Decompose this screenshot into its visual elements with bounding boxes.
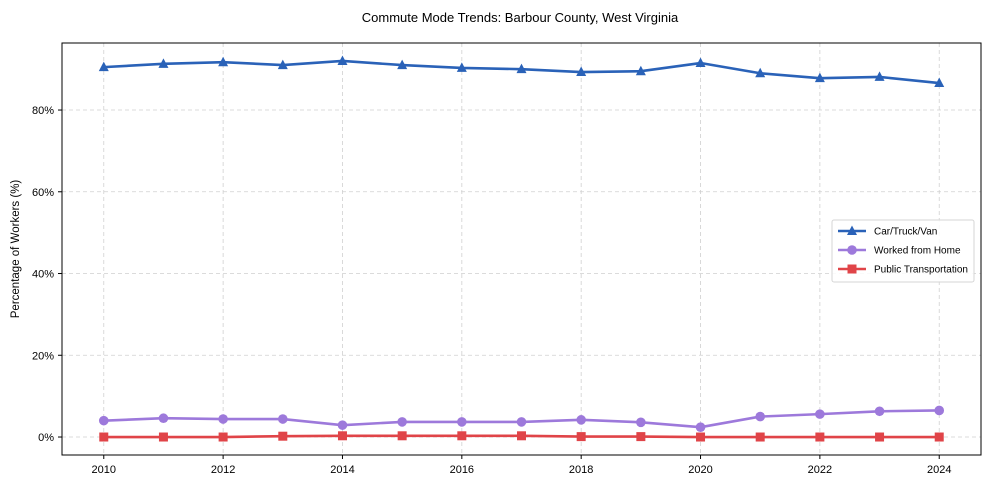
triangle-marker	[635, 65, 646, 76]
triangle-marker	[397, 59, 408, 70]
y-axis-label: Percentage of Workers (%)	[10, 180, 22, 319]
legend-item: Worked from Home	[838, 245, 961, 257]
triangle-marker	[755, 67, 766, 78]
x-tick-label: 2022	[808, 464, 832, 476]
triangle-marker	[516, 63, 527, 74]
square-marker	[875, 432, 885, 442]
square-marker	[636, 432, 646, 442]
circle-marker	[397, 417, 407, 427]
x-tick-label: 2014	[330, 464, 354, 476]
square-marker	[337, 431, 347, 441]
legend-item: Public Transportation	[838, 264, 968, 276]
series-car-truck-van	[98, 55, 945, 88]
circle-marker	[874, 406, 885, 417]
x-tick-label: 2020	[688, 464, 712, 476]
square-marker	[158, 432, 168, 442]
square-marker	[934, 432, 944, 442]
square-marker	[457, 431, 467, 441]
square-legend-icon	[847, 264, 857, 274]
circle-marker	[98, 415, 109, 426]
circle-marker	[934, 405, 945, 416]
square-marker	[397, 431, 407, 441]
y-tick-label: 80%	[32, 105, 54, 117]
triangle-marker	[695, 57, 706, 68]
circle-marker	[695, 422, 706, 433]
triangle-marker	[874, 71, 885, 81]
y-tick-label: 40%	[32, 269, 54, 281]
triangle-marker	[218, 56, 229, 67]
triangle-marker	[277, 59, 288, 70]
y-tick-label: 60%	[32, 187, 54, 199]
triangle-marker	[158, 58, 169, 68]
legend: Car/Truck/Van Worked from Home Public Tran…	[831, 219, 975, 283]
x-tick-label: 2024	[927, 464, 951, 476]
series-public-transportation	[99, 431, 944, 442]
triangle-marker	[337, 55, 348, 65]
square-marker	[755, 432, 765, 442]
circle-marker	[337, 420, 348, 430]
circle-marker	[636, 417, 646, 428]
plot-frame	[61, 42, 982, 456]
x-tick-label: 2016	[450, 464, 474, 476]
triangle-marker	[934, 77, 945, 88]
x-tick-label: 2012	[211, 464, 235, 476]
circle-legend-icon	[847, 245, 857, 255]
circle-marker	[516, 417, 527, 427]
triangle-marker	[98, 61, 109, 72]
circle-marker	[218, 414, 228, 424]
circle-marker	[277, 414, 288, 424]
legend-label: Car/Truck/Van	[874, 227, 937, 238]
square-marker	[218, 432, 228, 442]
x-tick-label: 2018	[569, 464, 593, 476]
series-worked-from-home	[98, 405, 945, 433]
x-axis: 2010 2012 2014 2016 2018 2020 2022 2024	[92, 455, 951, 476]
square-marker	[99, 432, 109, 442]
circle-marker	[457, 417, 467, 427]
series-layer	[98, 55, 945, 442]
legend-label: Public Transportation	[874, 265, 968, 276]
square-marker	[517, 431, 526, 441]
x-tick-label: 2010	[92, 464, 116, 476]
y-tick-label: 0%	[38, 432, 54, 444]
square-marker	[278, 431, 288, 441]
y-axis: 0% 20% 40% 60% 80%	[32, 105, 62, 444]
square-marker	[576, 432, 586, 442]
triangle-marker	[456, 62, 467, 72]
triangle-legend-icon	[847, 225, 857, 235]
circle-marker	[158, 413, 169, 424]
legend-box	[831, 219, 975, 283]
circle-marker	[755, 411, 766, 422]
square-marker	[815, 432, 825, 442]
square-marker	[696, 432, 706, 442]
legend-label: Worked from Home	[874, 246, 961, 257]
triangle-marker	[814, 72, 825, 83]
legend-item: Car/Truck/Van	[838, 225, 937, 238]
triangle-marker	[576, 66, 587, 77]
circle-marker	[815, 409, 825, 419]
y-tick-label: 20%	[32, 350, 54, 362]
circle-marker	[576, 415, 586, 425]
chart-title: Commute Mode Trends: Barbour County, Wes…	[362, 10, 679, 25]
